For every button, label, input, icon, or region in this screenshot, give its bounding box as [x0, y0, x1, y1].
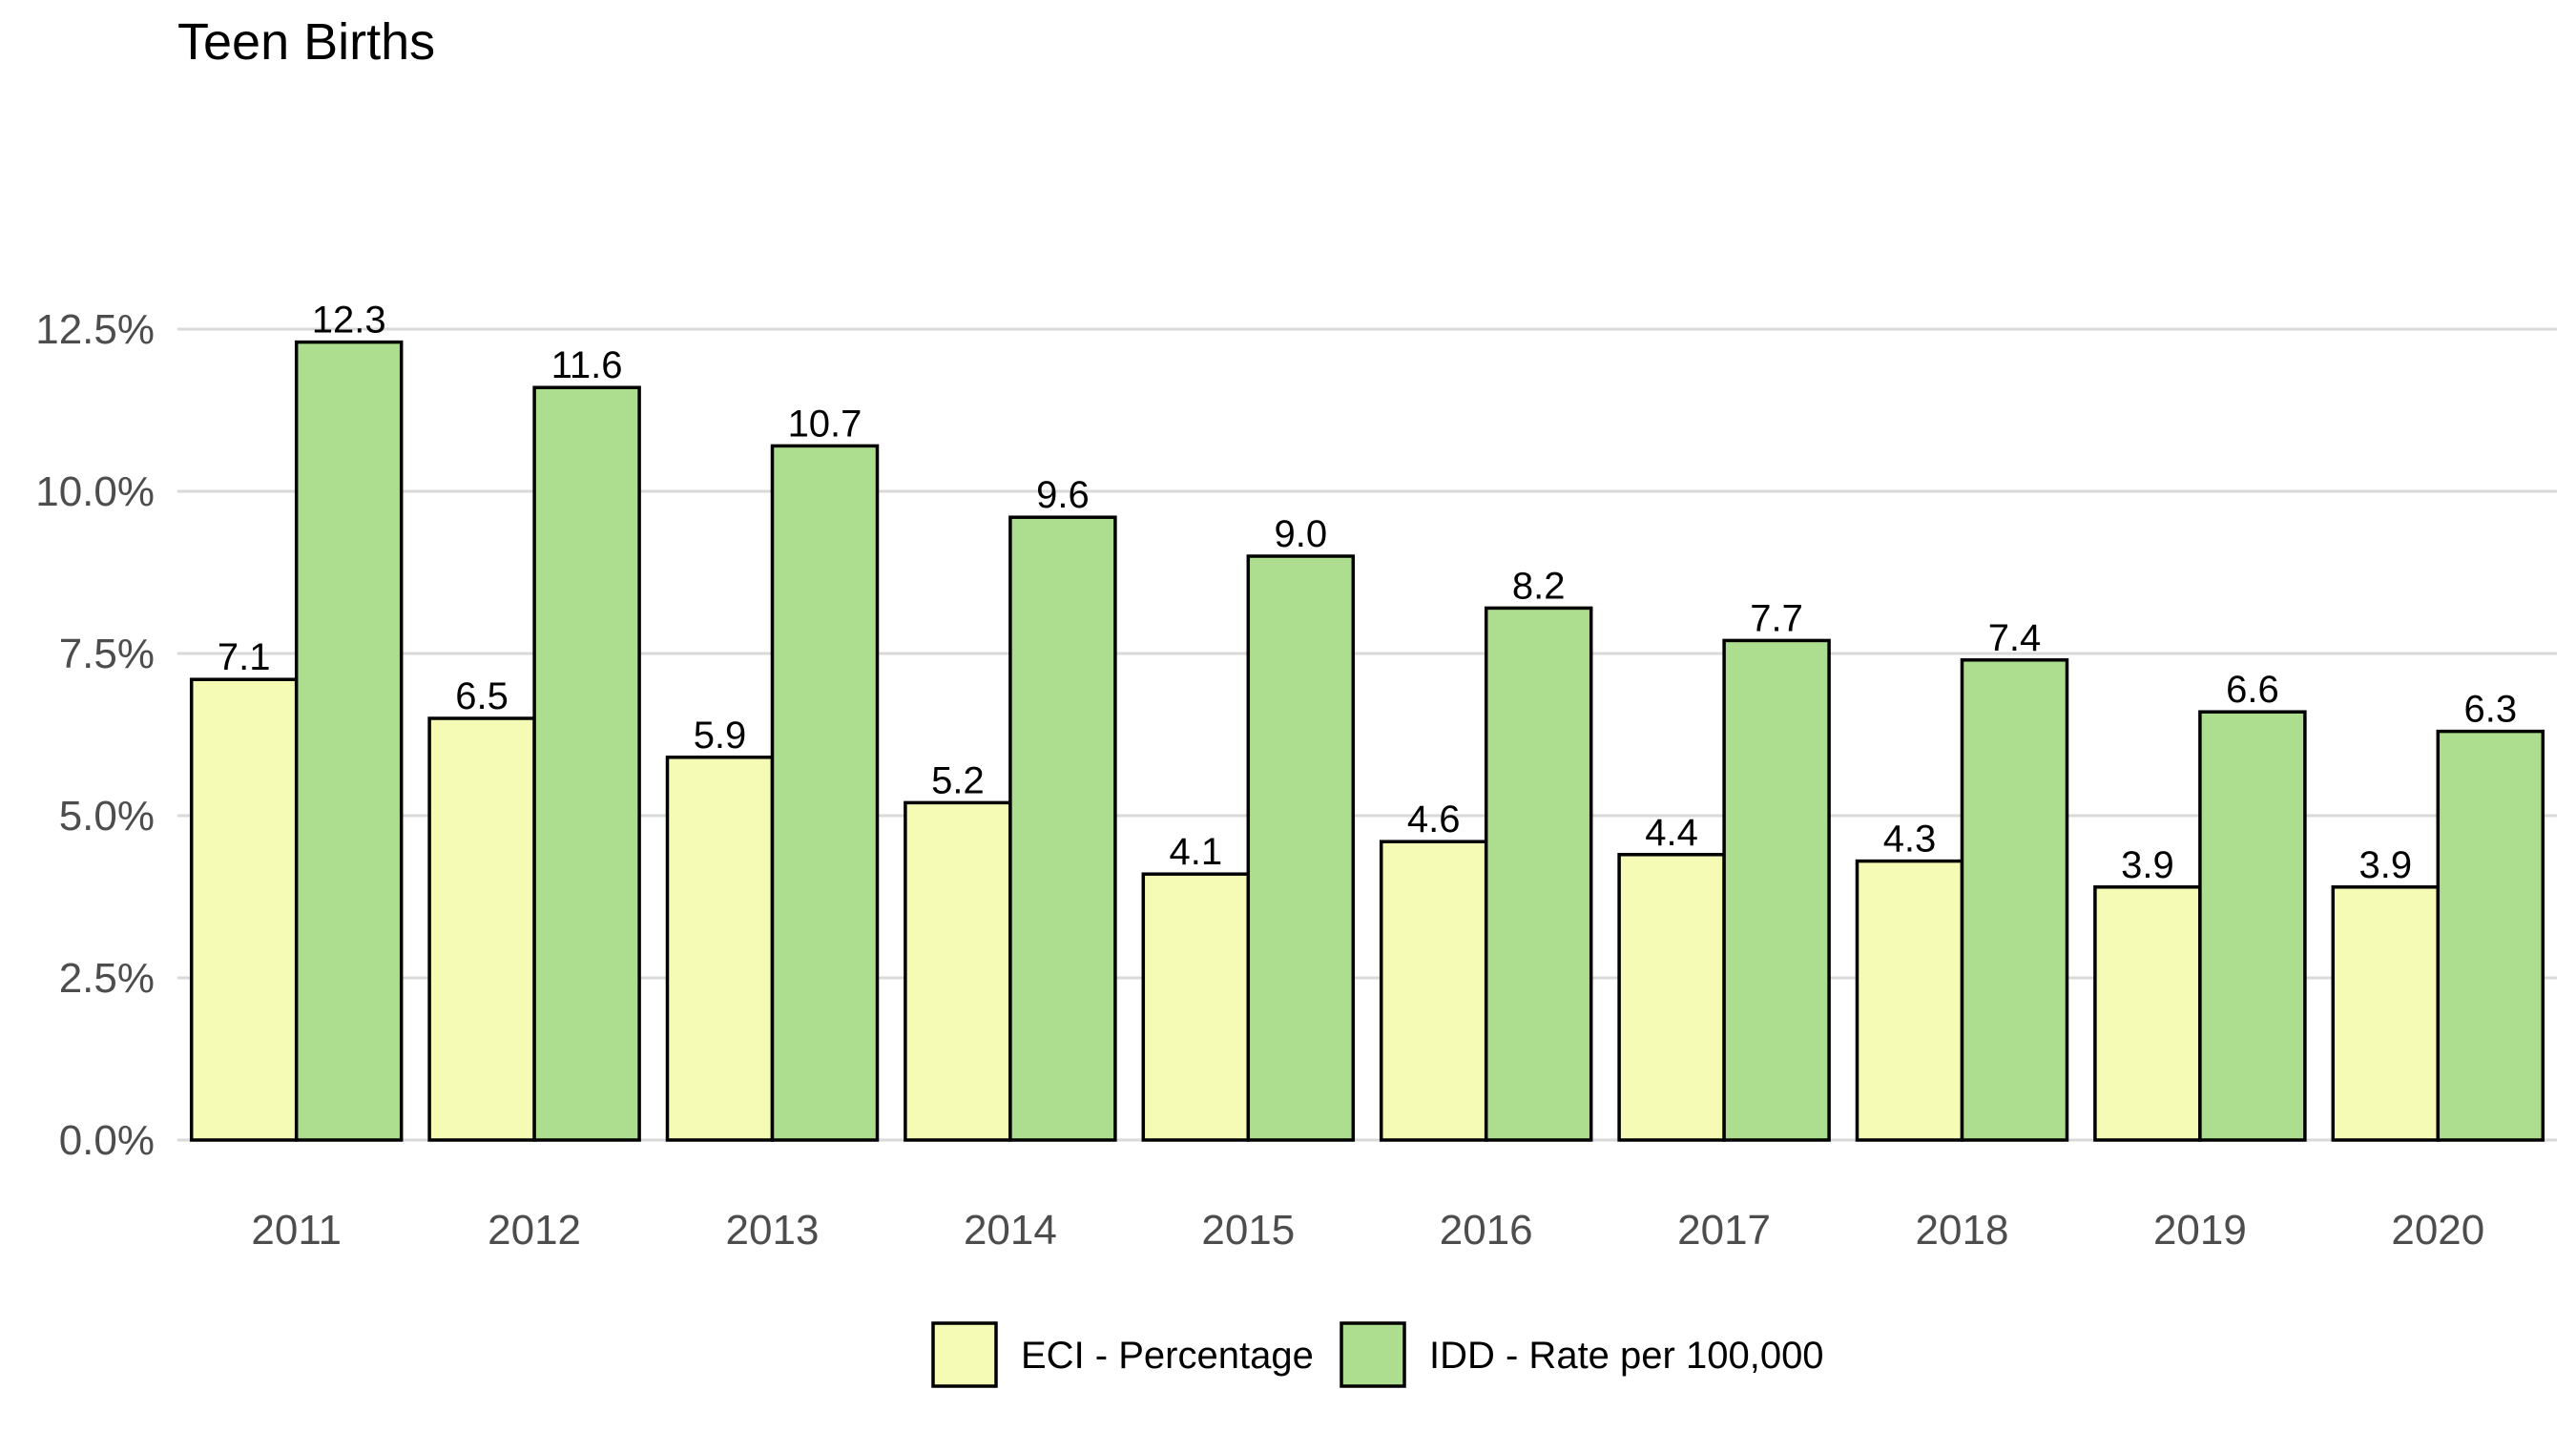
legend: ECI - Percentage IDD - Rate per 100,000	[931, 1321, 1824, 1388]
y-axis-tick-labels: 0.0% 2.5% 5.0% 7.5% 10.0% 12.5%	[35, 306, 155, 1164]
bar-idd-2015	[1246, 554, 1356, 1142]
x-tick-label: 2016	[1440, 1207, 1533, 1254]
bar-value-label: 9.0	[1274, 513, 1327, 555]
bar-eci-2018	[1855, 859, 1964, 1142]
legend-label-idd: IDD - Rate per 100,000	[1429, 1335, 1824, 1377]
bar-idd-2017	[1722, 638, 1831, 1142]
bar-value-label: 6.6	[2226, 669, 2279, 711]
x-tick-label: 2018	[1916, 1207, 2009, 1254]
x-tick-label: 2012	[488, 1207, 581, 1254]
bar-eci-2017	[1617, 853, 1726, 1142]
bar-value-label: 10.7	[788, 403, 862, 445]
bar-eci-2020	[2331, 885, 2441, 1142]
bar-eci-2012	[427, 716, 536, 1142]
legend-swatch-idd	[1340, 1321, 1406, 1388]
x-tick-label: 2011	[251, 1207, 342, 1254]
bar-idd-2019	[2198, 710, 2307, 1142]
x-tick-label: 2014	[964, 1207, 1057, 1254]
bar-value-label: 7.7	[1750, 597, 1803, 639]
bar-value-label: 9.6	[1036, 474, 1090, 516]
bar-eci-2016	[1379, 840, 1488, 1142]
y-tick-label: 0.0%	[59, 1117, 155, 1164]
bar-value-label: 4.3	[1883, 819, 1937, 861]
x-tick-label: 2013	[726, 1207, 820, 1254]
bars	[189, 340, 2545, 1142]
x-tick-label: 2015	[1201, 1207, 1295, 1254]
bar-value-label: 12.3	[312, 300, 386, 342]
bar-value-label: 4.6	[1407, 798, 1461, 840]
bar-value-label: 7.1	[218, 636, 271, 678]
bar-value-label: 4.4	[1645, 812, 1698, 854]
bar-value-labels: 7.1 12.3 6.5 11.6 5.9 10.7 5.2 9.6 4.1 9.0 4.6 8.2 4…	[218, 300, 2517, 886]
bar-idd-2014	[1008, 515, 1117, 1142]
bar-eci-2011	[189, 677, 299, 1142]
legend-swatch-eci	[931, 1321, 998, 1388]
x-tick-label: 2019	[2153, 1207, 2247, 1254]
y-tick-label: 12.5%	[35, 306, 155, 353]
y-tick-label: 2.5%	[59, 955, 155, 1002]
x-axis-tick-labels: 2011 2012 2013 2014 2015 2016 2017 2018 2019 2020	[251, 1207, 2484, 1254]
bar-idd-2018	[1960, 658, 2069, 1142]
bar-idd-2011	[294, 340, 404, 1142]
bar-eci-2013	[665, 756, 775, 1142]
bar-eci-2019	[2093, 885, 2202, 1142]
bar-idd-2016	[1484, 606, 1593, 1142]
chart-title: Teen Births	[177, 13, 435, 71]
legend-label-eci: ECI - Percentage	[1021, 1335, 1314, 1377]
bar-value-label: 8.2	[1512, 565, 1566, 607]
bar-value-label: 6.5	[455, 675, 509, 717]
bar-value-label: 7.4	[1988, 617, 2042, 659]
x-tick-label: 2017	[1677, 1207, 1771, 1254]
bar-idd-2020	[2436, 729, 2545, 1142]
bar-value-label: 5.2	[931, 759, 985, 801]
y-tick-label: 7.5%	[59, 631, 155, 677]
bar-value-label: 5.9	[694, 715, 747, 757]
bar-eci-2014	[904, 800, 1012, 1142]
bar-value-label: 3.9	[2121, 844, 2174, 886]
bar-idd-2013	[770, 444, 880, 1142]
bar-value-label: 6.3	[2463, 689, 2517, 731]
bar-value-label: 4.1	[1169, 831, 1222, 873]
y-tick-label: 10.0%	[35, 468, 155, 515]
bar-value-label: 3.9	[2358, 844, 2412, 886]
bar-eci-2015	[1141, 872, 1251, 1142]
x-tick-label: 2020	[2391, 1207, 2484, 1254]
bar-value-label: 11.6	[551, 344, 623, 386]
y-tick-label: 5.0%	[59, 793, 155, 840]
bar-idd-2012	[532, 385, 641, 1142]
